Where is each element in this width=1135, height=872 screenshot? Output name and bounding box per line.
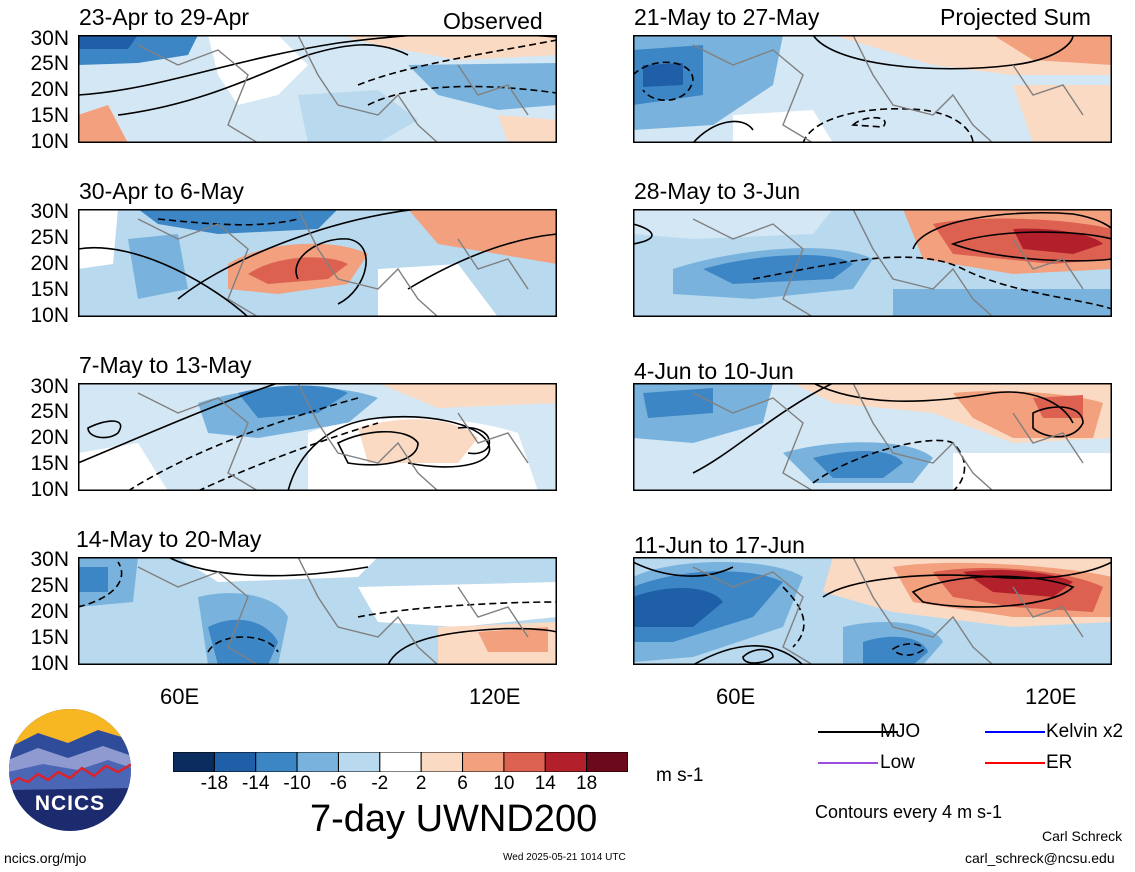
lat-label: 30N [30,27,69,50]
legend-line-kelvin [985,731,1045,733]
footer-url: ncics.org/mjo [4,850,87,866]
projected-sum-header: Projected Sum [940,4,1091,30]
colorbar-tick-label: -6 [330,773,347,794]
legend-label: ER [1046,752,1073,773]
colorbar-swatches [172,751,629,773]
lon-label: 120E [1025,684,1077,709]
panel-title: 23-Apr to 29-Apr [79,4,250,30]
colorbar-swatch [337,751,381,773]
lat-label: 25N [30,226,69,249]
legend-line-low [818,762,878,764]
colorbar-swatch [462,751,505,773]
colorbar-tick-label: 10 [493,773,515,794]
lat-label: 20N [30,78,69,101]
lat-label: 10N [30,478,69,501]
lat-label: 30N [30,375,69,398]
lat-label: 25N [30,52,69,75]
colorbar-swatch [586,751,629,773]
uwnd-map [78,383,557,491]
lat-label: 20N [30,252,69,275]
footer-timestamp: Wed 2025-05-21 1014 UTC [503,852,626,863]
colorbar-swatch [213,751,257,773]
legend-label: Kelvin x2 [1046,721,1124,742]
legend-label: Low [880,752,915,773]
panel-title: 11-Jun to 17-Jun [634,532,805,558]
uwnd-map [633,557,1112,665]
colorbar-tick-label: -2 [371,773,389,794]
lat-label: 10N [30,652,69,675]
colorbar-tick-label: -10 [283,773,311,794]
panel-title: 21-May to 27-May [634,4,820,30]
legend-line-mjo [818,731,898,733]
lat-label: 25N [30,574,69,597]
colorbar-tick-label: -18 [200,773,229,794]
lon-label: 60E [716,684,756,709]
legend-line-er [985,762,1045,764]
logo-text: NCICS [34,792,106,815]
legend-label: MJO [880,721,921,742]
colorbar-tick-label: -14 [241,773,270,794]
panel-title: 4-Jun to 10-Jun [634,358,794,384]
uwnd-map [633,383,1112,491]
colorbar-swatch [255,751,298,773]
logo-emblem [9,709,131,831]
colorbar-units: m s-1 [656,765,704,786]
lat-label: 25N [30,400,69,423]
colorbar-tick-label: 18 [576,773,598,794]
uwnd-map [633,35,1112,143]
lon-label: 120E [469,684,521,709]
colorbar-swatch [296,751,339,773]
panel-title: 7-May to 13-May [79,352,252,378]
lat-label: 15N [30,452,69,475]
footer-email: carl_schreck@ncsu.edu [965,850,1115,866]
lat-label: 10N [30,130,69,153]
colorbar [172,751,629,773]
uwnd-map [633,209,1112,317]
ncics-logo: NCICS [8,708,132,832]
lat-label: 30N [30,548,69,571]
panel-title: 14-May to 20-May [76,526,262,552]
colorbar-tick-label: 2 [415,773,427,794]
panel-title: 28-May to 3-Jun [634,178,801,204]
colorbar-tick-label: 14 [534,773,556,794]
lat-label: 15N [30,104,69,127]
colorbar-swatch [544,751,588,773]
footer-author: Carl Schreck [1042,828,1123,844]
colorbar-swatch [379,751,422,773]
lat-label: 15N [30,626,69,649]
lat-label: 30N [30,200,69,223]
uwnd-map [78,209,557,317]
lat-label: 10N [30,304,69,327]
colorbar-swatch [172,751,215,773]
colorbar-swatch [420,751,464,773]
lon-label: 60E [160,684,200,709]
uwnd-map [78,557,557,665]
lat-label: 15N [30,278,69,301]
colorbar-swatch [503,751,546,773]
lat-label: 20N [30,426,69,449]
panel-title: 30-Apr to 6-May [79,178,244,204]
colorbar-tick-label: 6 [457,773,468,794]
colorbar-title: 7-day UWND200 [310,798,598,840]
observed-header: Observed [443,8,543,34]
uwnd-map [78,35,557,143]
contour-note: Contours every 4 m s-1 [815,802,1003,822]
lat-label: 20N [30,600,69,623]
